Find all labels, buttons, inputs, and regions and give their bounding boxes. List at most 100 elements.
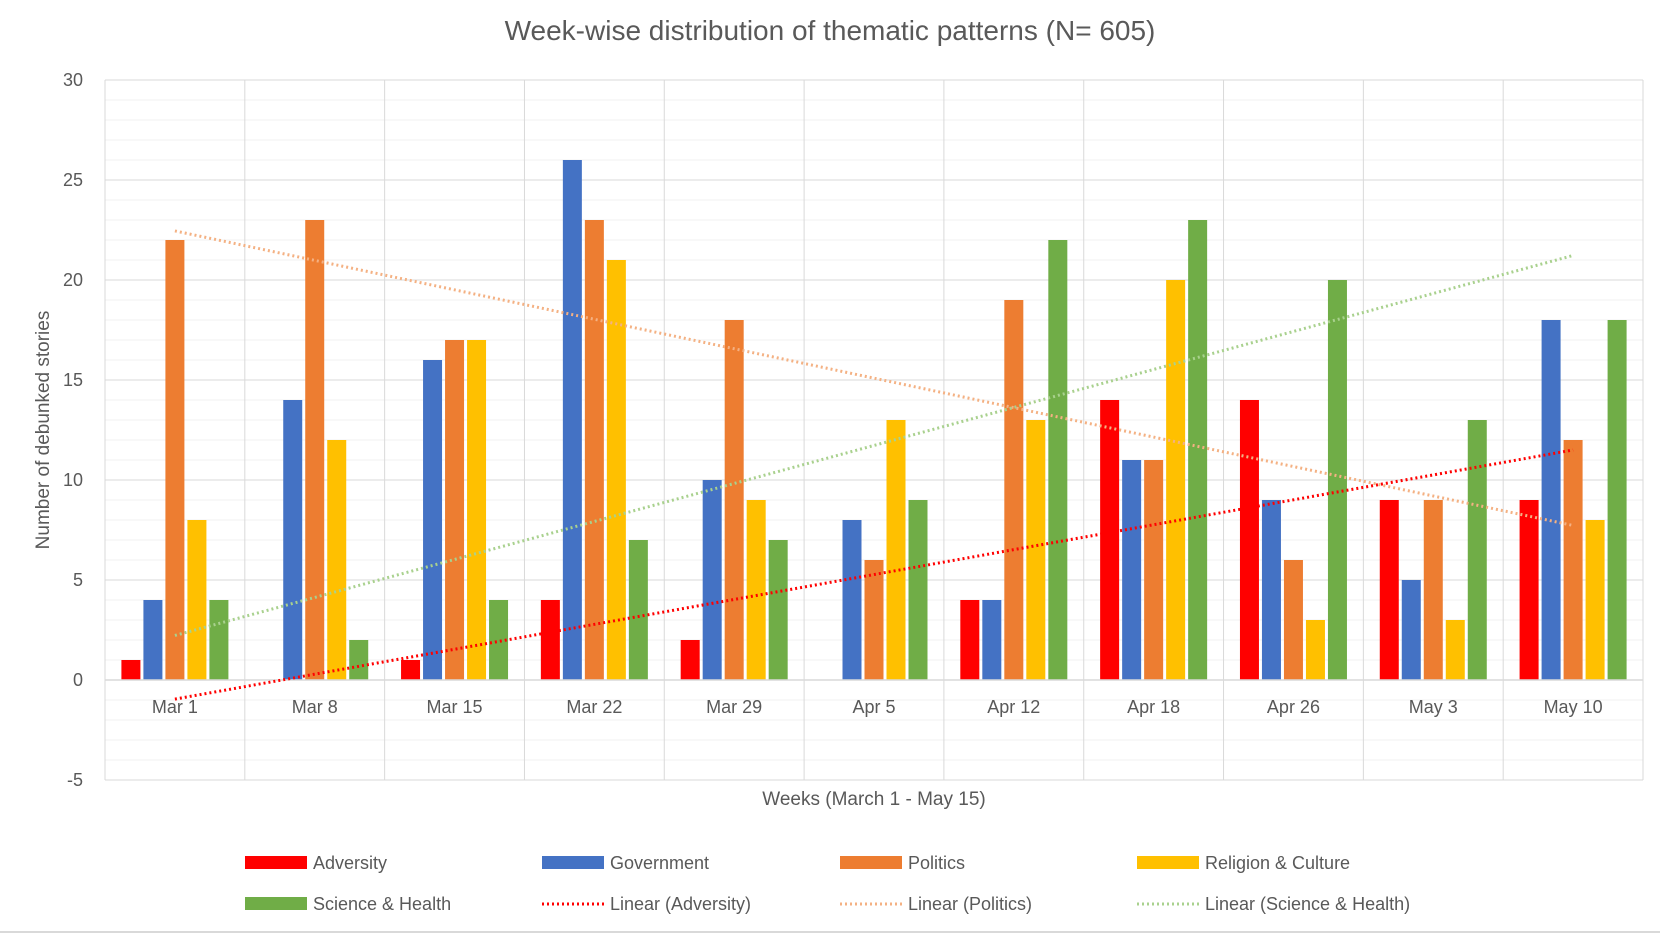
trendline-politics (174, 229, 1574, 527)
bar-religion-culture-mar-15 (467, 340, 487, 680)
x-axis-label: Weeks (March 1 - May 15) (762, 789, 985, 810)
bar-science-health-mar-29 (768, 540, 788, 680)
legend-label: Government (610, 853, 709, 873)
bar-government-apr-12 (982, 600, 1002, 680)
bar-adversity-apr-12 (960, 600, 980, 680)
bar-politics-may-10 (1563, 440, 1583, 680)
bar-adversity-mar-15 (401, 660, 421, 680)
legend-label: Politics (908, 853, 965, 873)
y-axis-label: Number of debunked stories (33, 311, 54, 550)
bar-science-health-may-10 (1607, 320, 1627, 680)
bar-adversity-may-3 (1379, 500, 1399, 680)
bar-adversity-mar-1 (121, 660, 141, 680)
y-tick-label: 10 (63, 470, 83, 490)
x-axis-ticks: Mar 1 Mar 8 Mar 15 Mar 22 Mar 29 Apr 5 Apr 12 A… (152, 697, 1603, 717)
bar-government-mar-22 (562, 160, 582, 680)
x-tick-label: Mar 15 (427, 697, 483, 717)
legend-label: Adversity (313, 853, 387, 873)
bar-politics-apr-26 (1283, 560, 1303, 680)
legend-label: Linear (Science & Health) (1205, 894, 1410, 914)
bars (121, 160, 1627, 680)
legend-item: Politics (840, 853, 965, 873)
bar-science-health-mar-15 (489, 600, 509, 680)
bar-science-health-mar-8 (349, 640, 369, 680)
bar-politics-mar-15 (445, 340, 465, 680)
bar-science-health-mar-22 (628, 540, 648, 680)
bar-politics-apr-5 (864, 560, 884, 680)
bar-government-apr-26 (1261, 500, 1281, 680)
legend-swatch (542, 856, 604, 869)
bar-adversity-mar-29 (680, 640, 700, 680)
bar-science-health-apr-18 (1188, 220, 1208, 680)
legend-label: Science & Health (313, 894, 451, 914)
y-tick-label: 25 (63, 170, 83, 190)
trendline-science-health (174, 254, 1574, 637)
bar-science-health-mar-1 (209, 600, 229, 680)
bar-adversity-mar-22 (540, 600, 560, 680)
bar-religion-culture-apr-18 (1166, 280, 1186, 680)
y-tick-label: 15 (63, 370, 83, 390)
bar-government-apr-18 (1122, 460, 1142, 680)
legend-item: Government (542, 853, 709, 873)
y-tick-label: 30 (63, 70, 83, 90)
bar-politics-apr-18 (1144, 460, 1164, 680)
legend-label: Linear (Adversity) (610, 894, 751, 914)
y-tick-label: 5 (73, 570, 83, 590)
bar-government-apr-5 (842, 520, 862, 680)
x-tick-label: Apr 12 (987, 697, 1040, 717)
bar-religion-culture-apr-26 (1305, 620, 1325, 680)
bar-politics-mar-22 (584, 220, 604, 680)
bar-adversity-may-10 (1519, 500, 1539, 680)
bar-government-mar-8 (283, 400, 303, 680)
x-tick-label: Mar 29 (706, 697, 762, 717)
bar-politics-mar-29 (724, 320, 744, 680)
bar-government-may-3 (1401, 580, 1421, 680)
x-tick-label: Mar 1 (152, 697, 198, 717)
category-dividers (104, 80, 1644, 780)
legend-item: Linear (Politics) (840, 894, 1032, 914)
legend-item: Religion & Culture (1137, 853, 1350, 873)
legend-swatch (245, 856, 307, 869)
legend-item: Linear (Science & Health) (1137, 894, 1410, 914)
x-tick-label: Apr 5 (852, 697, 895, 717)
y-tick-label: 0 (73, 670, 83, 690)
x-tick-label: May 10 (1544, 697, 1603, 717)
x-tick-label: May 3 (1409, 697, 1458, 717)
bar-science-health-apr-12 (1048, 240, 1068, 680)
legend: Adversity Government Politics Religion & Cu… (245, 853, 1410, 914)
legend-item: Linear (Adversity) (542, 894, 751, 914)
bar-religion-culture-mar-1 (187, 520, 207, 680)
bar-government-mar-15 (423, 360, 443, 680)
bar-science-health-apr-26 (1327, 280, 1347, 680)
legend-label: Linear (Politics) (908, 894, 1032, 914)
bar-adversity-apr-18 (1100, 400, 1120, 680)
legend-label: Religion & Culture (1205, 853, 1350, 873)
legend-item: Adversity (245, 853, 387, 873)
bar-science-health-apr-5 (908, 500, 928, 680)
bar-religion-culture-mar-29 (746, 500, 766, 680)
bar-government-may-10 (1541, 320, 1561, 680)
y-tick-label: -5 (67, 770, 83, 790)
legend-swatch (245, 897, 307, 910)
y-axis-ticks: -5 0 5 10 15 20 25 30 (63, 70, 83, 790)
bar-politics-may-3 (1423, 500, 1443, 680)
bar-politics-mar-1 (165, 240, 185, 680)
bar-religion-culture-mar-8 (327, 440, 347, 680)
bar-politics-apr-12 (1004, 300, 1024, 680)
bar-religion-culture-apr-12 (1026, 420, 1046, 680)
x-tick-label: Mar 8 (292, 697, 338, 717)
trendlines (174, 229, 1574, 701)
trendline-adversity (174, 448, 1574, 701)
bar-religion-culture-apr-5 (886, 420, 906, 680)
x-tick-label: Apr 18 (1127, 697, 1180, 717)
bar-government-mar-29 (702, 480, 722, 680)
legend-item: Science & Health (245, 894, 451, 914)
bar-adversity-apr-26 (1239, 400, 1259, 680)
legend-swatch (1137, 856, 1199, 869)
y-tick-label: 20 (63, 270, 83, 290)
bar-science-health-may-3 (1467, 420, 1487, 680)
bar-government-mar-1 (143, 600, 163, 680)
chart-title: Week-wise distribution of thematic patte… (505, 15, 1156, 46)
